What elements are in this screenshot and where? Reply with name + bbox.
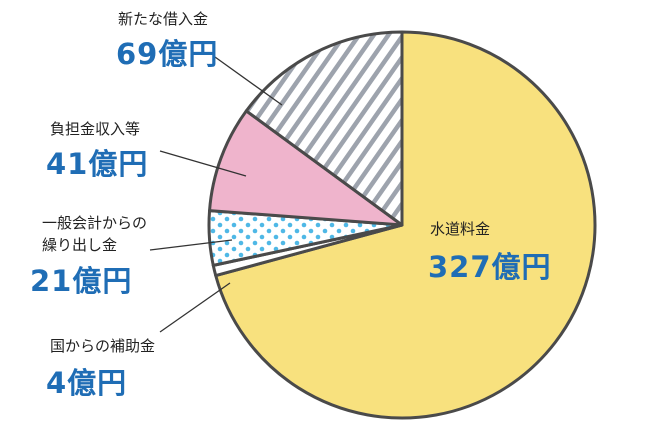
slice-label: 水道料金 [430, 220, 491, 238]
leader-line [159, 282, 231, 333]
value-label: 69億円 [116, 37, 219, 71]
leader-line [214, 56, 283, 106]
leader-line [149, 239, 233, 251]
pie-slice [208, 109, 404, 227]
leader-line [159, 150, 247, 177]
slice-label: 一般会計からの 繰り出し金 [42, 214, 148, 254]
slice-label: 新たな借入金 [118, 10, 209, 28]
slice-label: 負担金収入等 [50, 120, 141, 138]
pie-slice [244, 30, 404, 227]
value-label: 21億円 [30, 264, 133, 298]
slice-label: 国からの補助金 [50, 337, 156, 355]
value-label: 327億円 [428, 250, 552, 284]
pie-slice [214, 30, 597, 420]
value-label: 4億円 [46, 366, 128, 400]
value-label: 41億円 [46, 147, 149, 181]
